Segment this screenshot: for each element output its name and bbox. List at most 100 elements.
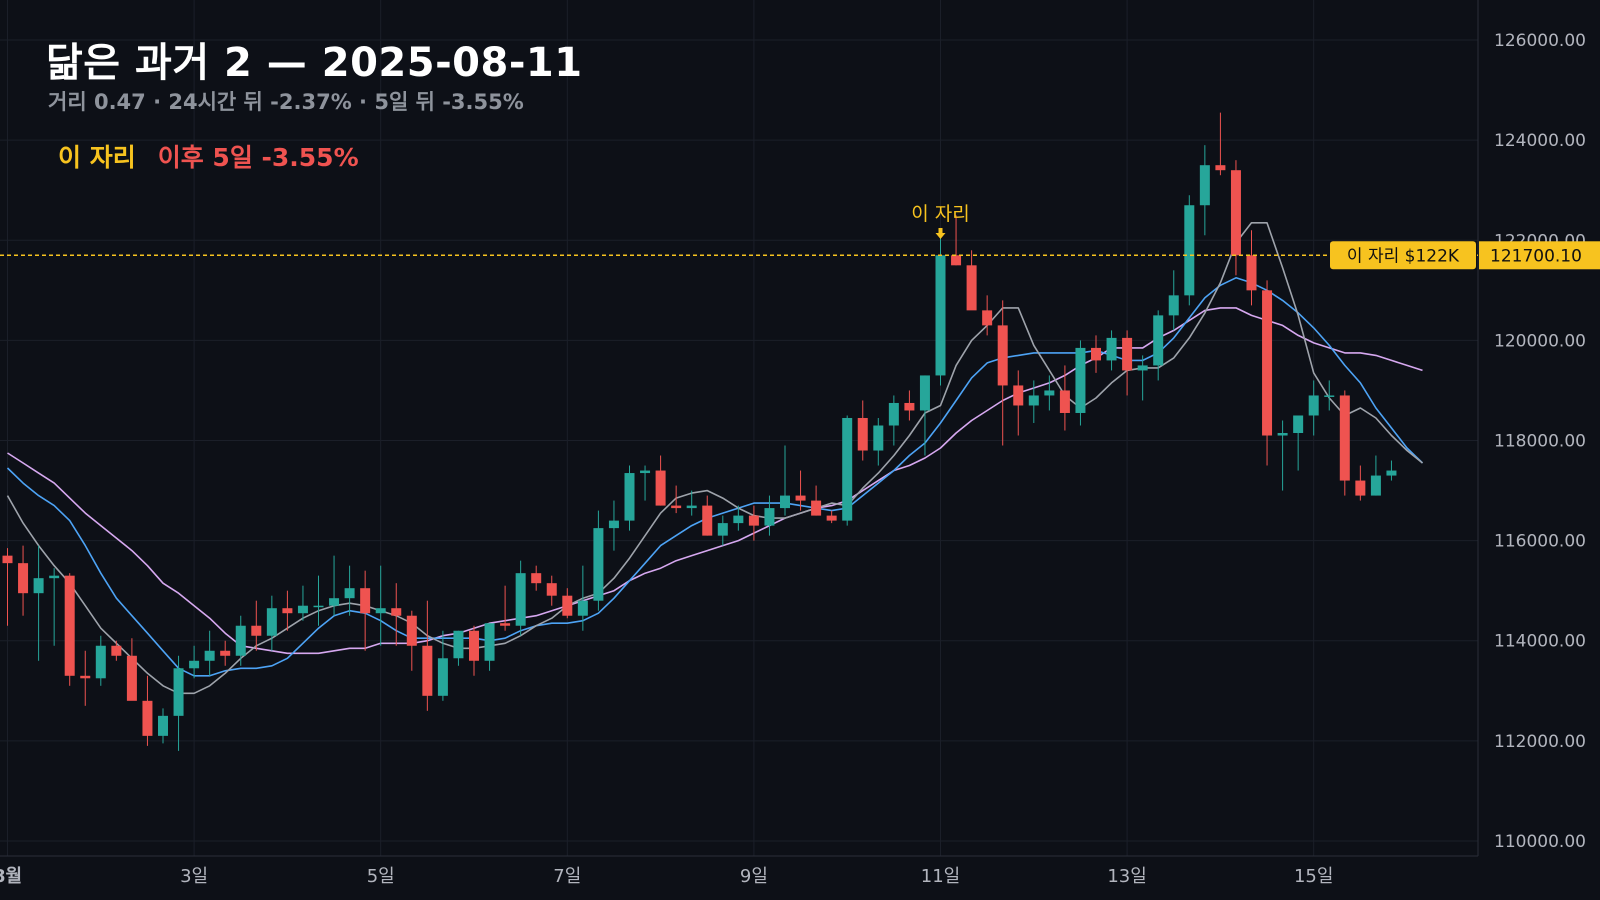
candle-up	[1106, 337, 1117, 361]
page-title: 닮은 과거 2 — 2025-08-11	[46, 40, 583, 86]
candle-up	[780, 495, 790, 509]
price-tick-label: 112000.00	[1494, 732, 1586, 752]
candle-up	[344, 588, 355, 599]
candle-down	[360, 588, 371, 614]
candle-up	[1199, 165, 1210, 206]
price-tick-label: 126000.00	[1494, 31, 1586, 51]
candle-up	[640, 470, 651, 474]
price-tick-label: 120000.00	[1494, 331, 1586, 351]
candle-up	[624, 473, 635, 521]
marker-price-tag[interactable]	[1330, 241, 1476, 270]
candle-up	[593, 528, 604, 601]
candle-up	[1308, 395, 1319, 416]
candle-down	[1013, 385, 1024, 406]
candle-down	[655, 470, 666, 506]
candle-up	[733, 515, 744, 524]
candle-down	[251, 625, 262, 636]
candle-down	[997, 325, 1008, 386]
candle-down	[64, 575, 75, 676]
legend-row: 이 자리 이후 5일 -3.55%	[58, 138, 359, 174]
candle-up	[888, 402, 899, 426]
time-axis: 8월 3일 5일 7일 9일 11일 13일 15일	[0, 866, 1333, 887]
marker-arrow-icon	[935, 228, 946, 239]
candle-up	[1168, 295, 1179, 316]
candle-up	[375, 608, 386, 614]
marker-annotation: 이 자리	[911, 203, 969, 225]
marker-price-axis-text: 121700.10	[1490, 246, 1582, 266]
candle-up	[266, 608, 277, 636]
candle-up	[515, 573, 526, 626]
candle-down	[1339, 395, 1350, 481]
candle-up	[873, 425, 884, 451]
candle-up	[49, 575, 60, 579]
candle-down	[500, 623, 511, 626]
candle-down	[1215, 165, 1226, 171]
candle-up	[1370, 475, 1381, 496]
candle-up	[95, 645, 106, 679]
stats-subtitle: 거리 0.47 · 24시간 뒤 -2.37% · 5일 뒤 -3.55%	[48, 90, 524, 114]
candle-down	[469, 630, 479, 661]
candle-down	[1059, 390, 1070, 413]
candle-down	[857, 417, 868, 451]
candle-down	[1246, 255, 1257, 291]
candle-up	[686, 505, 697, 509]
candle-up	[297, 605, 308, 614]
candle-up	[453, 630, 464, 659]
candle-up	[717, 523, 728, 536]
candle-down	[748, 515, 759, 526]
candle-down	[546, 583, 557, 596]
ma-mid-line	[6, 276, 1424, 677]
price-tick-label: 110000.00	[1494, 832, 1586, 852]
candle-up	[919, 375, 930, 411]
candle-down	[1355, 480, 1366, 496]
price-tick-label: 116000.00	[1494, 532, 1586, 552]
candle-down	[966, 265, 977, 311]
candle-down	[142, 700, 153, 736]
marker-price-tag-label: 이 자리 $122K	[1347, 246, 1460, 266]
marker-legend-label: 이 자리	[58, 143, 136, 172]
candle-up	[577, 600, 588, 616]
candle-down	[220, 650, 231, 656]
candle-up	[204, 650, 215, 661]
candle-down	[1122, 337, 1133, 371]
time-tick-label: 11일	[921, 866, 960, 887]
candle-down	[2, 555, 13, 564]
candle-down	[702, 505, 713, 536]
candle-up	[158, 715, 168, 736]
ma-fast-line	[6, 222, 1424, 695]
candle-down	[951, 255, 962, 266]
candle-up	[1075, 347, 1086, 413]
marker-layer: 이 자리 이 자리 $122K 121700.10	[0, 203, 1600, 270]
candle-down	[562, 595, 573, 616]
candle-up	[1386, 470, 1397, 476]
time-tick-label: 3일	[180, 866, 208, 887]
time-tick-label: 15일	[1294, 866, 1333, 887]
candle-up	[437, 658, 448, 696]
candle-up	[1277, 433, 1288, 436]
after-change-label: 이후 5일 -3.55%	[157, 143, 359, 172]
time-tick-label: 7일	[553, 866, 581, 887]
candle-down	[671, 505, 682, 509]
candle-up	[935, 255, 946, 376]
candle-up	[313, 605, 324, 608]
candle-up	[189, 660, 200, 669]
candle-down	[406, 615, 417, 646]
price-axis: 126000.00124000.00122000.00120000.001180…	[1494, 31, 1586, 852]
candle-up	[235, 625, 246, 656]
time-tick-label: 8월	[0, 866, 22, 887]
marker-price-axis-label	[1479, 241, 1600, 270]
candle-up	[842, 417, 853, 521]
candle-up	[1184, 205, 1195, 296]
candle-down	[811, 500, 822, 516]
candle-down	[826, 515, 837, 521]
candle-up	[1137, 365, 1148, 371]
candle-down	[904, 402, 915, 411]
price-tick-label: 124000.00	[1494, 131, 1586, 151]
candle-up	[1028, 395, 1039, 406]
candle-down	[1230, 170, 1241, 256]
candle-down	[422, 645, 433, 696]
candle-up	[1153, 315, 1164, 366]
candle-up	[1324, 395, 1335, 397]
